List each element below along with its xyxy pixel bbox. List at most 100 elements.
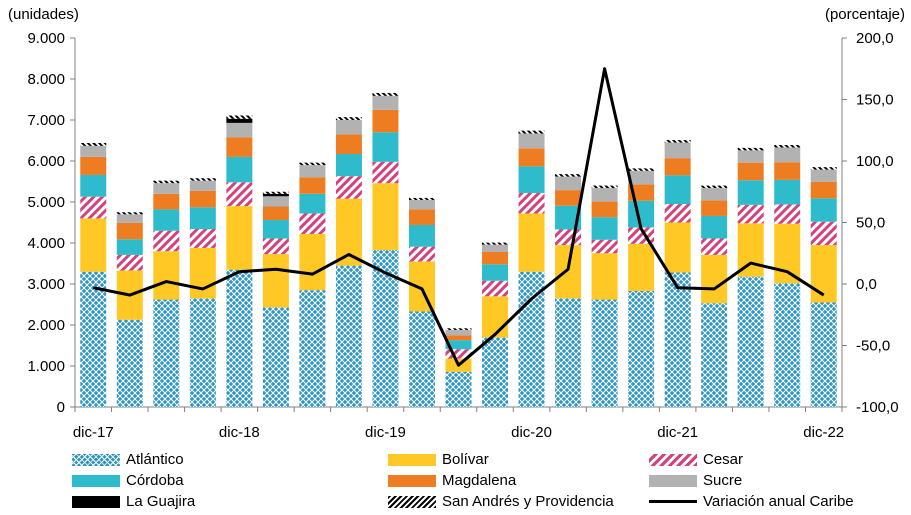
- legend-item: Cesar: [649, 451, 743, 468]
- bar-segment-magdalena: [701, 200, 728, 216]
- legend-item: Variación anual Caribe: [649, 493, 854, 510]
- bar-segment-cesar: [80, 196, 107, 219]
- x-tick-label: dic-22: [803, 424, 844, 441]
- bar-segment-magdalena: [299, 177, 326, 194]
- bar-segment-atl-ntico: [482, 337, 509, 407]
- bar-segment-c-rdoba: [774, 179, 801, 205]
- legend-label: Bolívar: [442, 451, 489, 468]
- bar-segment-atl-ntico: [555, 298, 582, 407]
- bar-segment-san-andr-s-y-providencia: [628, 168, 655, 171]
- bar-segment-bol-var: [153, 251, 180, 300]
- line-variacion-anual-caribe: [92, 67, 825, 367]
- bar-segment-c-rdoba: [299, 193, 326, 214]
- y2-tick-label: 100,0: [856, 153, 894, 170]
- bar-segment-san-andr-s-y-providencia: [555, 174, 582, 177]
- bar-segment-c-rdoba: [335, 154, 362, 177]
- bar-segment-bol-var: [80, 218, 107, 272]
- bar-segment-bol-var: [482, 296, 509, 338]
- bar-segment-san-andr-s-y-providencia: [482, 242, 509, 245]
- y-tick-label: 7.000: [27, 112, 65, 129]
- bar-segment-magdalena: [664, 158, 691, 176]
- legend-item: Sucre: [649, 472, 742, 489]
- bar-segment-atl-ntico: [408, 311, 435, 407]
- bar-segment-bol-var: [701, 254, 728, 304]
- bar-segment-atl-ntico: [591, 299, 618, 407]
- bar-segment-c-rdoba: [518, 166, 545, 193]
- bar-segment-atl-ntico: [299, 290, 326, 407]
- bar-segment-atl-ntico: [153, 299, 180, 407]
- legend-swatch: [388, 495, 436, 508]
- bar-segment-sucre: [262, 196, 289, 207]
- bar-segment-cesar: [774, 204, 801, 224]
- bar-segment-c-rdoba: [226, 156, 253, 183]
- bar-segment-cesar: [262, 238, 289, 255]
- bar-segment-sucre: [153, 183, 180, 194]
- bar-segment-bol-var: [189, 247, 216, 299]
- bar-segment-san-andr-s-y-providencia: [80, 142, 107, 146]
- bar-segment-c-rdoba: [153, 209, 180, 231]
- bar-segment-c-rdoba: [701, 215, 728, 239]
- bar-segment-magdalena: [774, 162, 801, 180]
- x-tick-label: dic-18: [219, 424, 260, 441]
- bar-segment-atl-ntico: [445, 371, 472, 407]
- bar-segment-cesar: [445, 349, 472, 359]
- legend-item: San Andrés y Providencia: [388, 493, 614, 510]
- bar-segment-magdalena: [555, 190, 582, 206]
- bar-segment-sucre: [445, 329, 472, 336]
- bar-segment-cesar: [810, 221, 837, 246]
- bar-segment-magdalena: [737, 162, 764, 181]
- bar-segment-sucre: [664, 142, 691, 159]
- bar-segment-cesar: [737, 204, 764, 224]
- legend-item: La Guajira: [72, 493, 195, 510]
- x-tick-label: dic-19: [365, 424, 406, 441]
- bar-segment-cesar: [335, 176, 362, 199]
- legend-item: Atlántico: [72, 451, 184, 468]
- bar-segment-la-guajira: [226, 118, 253, 123]
- legend-swatch: [388, 474, 436, 487]
- bar-segment-sucre: [335, 120, 362, 135]
- bar-segment-bol-var: [372, 183, 399, 250]
- bar-segment-atl-ntico: [701, 303, 728, 407]
- bar-segment-sucre: [116, 214, 143, 223]
- bar-segment-bol-var: [664, 222, 691, 273]
- bar-segment-atl-ntico: [664, 272, 691, 407]
- bar-segment-sucre: [226, 122, 253, 138]
- bar-segment-atl-ntico: [80, 271, 107, 407]
- bar-segment-san-andr-s-y-providencia: [701, 185, 728, 189]
- bar-segment-atl-ntico: [116, 319, 143, 407]
- x-tick-label: dic-20: [511, 424, 552, 441]
- bar-segment-cesar: [299, 213, 326, 234]
- y2-tick-label: 200,0: [856, 30, 894, 47]
- bar-segment-c-rdoba: [555, 205, 582, 230]
- bar-segment-cesar: [408, 246, 435, 262]
- bar-segment-atl-ntico: [262, 307, 289, 407]
- bar-segment-magdalena: [372, 109, 399, 133]
- stacked-bar-line-chart: 0 1.000 2.000 3.000 4.000 5.000 6.000 7.000 8.00…: [27, 30, 898, 441]
- bar-segment-atl-ntico: [628, 290, 655, 407]
- bar-segment-bol-var: [555, 245, 582, 299]
- y-tick-label: 8.000: [27, 71, 65, 88]
- bar-segment-sucre: [80, 145, 107, 157]
- right-axis-unit: (porcentaje): [824, 6, 905, 23]
- bar-segment-san-andr-s-y-providencia: [372, 92, 399, 96]
- bar-segment-cesar: [482, 280, 509, 297]
- bar-segment-bol-var: [591, 253, 618, 300]
- bar-segment-cesar: [372, 161, 399, 184]
- bar-segment-magdalena: [226, 137, 253, 157]
- bar-segment-cesar: [555, 229, 582, 246]
- bar-segment-cesar: [518, 192, 545, 214]
- y-tick-label: 9.000: [27, 30, 65, 47]
- bar-segment-c-rdoba: [372, 132, 399, 162]
- bar-segment-c-rdoba: [80, 174, 107, 197]
- y-tick-label: 5.000: [27, 194, 65, 211]
- bar-segment-magdalena: [518, 148, 545, 167]
- legend-swatch: [649, 500, 697, 503]
- bar-segment-c-rdoba: [445, 340, 472, 350]
- bar-segment-san-andr-s-y-providencia: [737, 147, 764, 151]
- bar-segment-sucre: [591, 188, 618, 202]
- legend-label: Atlántico: [126, 451, 184, 468]
- bar-segment-bol-var: [774, 223, 801, 284]
- bar-segment-sucre: [482, 244, 509, 253]
- y2-tick-label: 150,0: [856, 92, 894, 109]
- bar-segment-sucre: [774, 147, 801, 163]
